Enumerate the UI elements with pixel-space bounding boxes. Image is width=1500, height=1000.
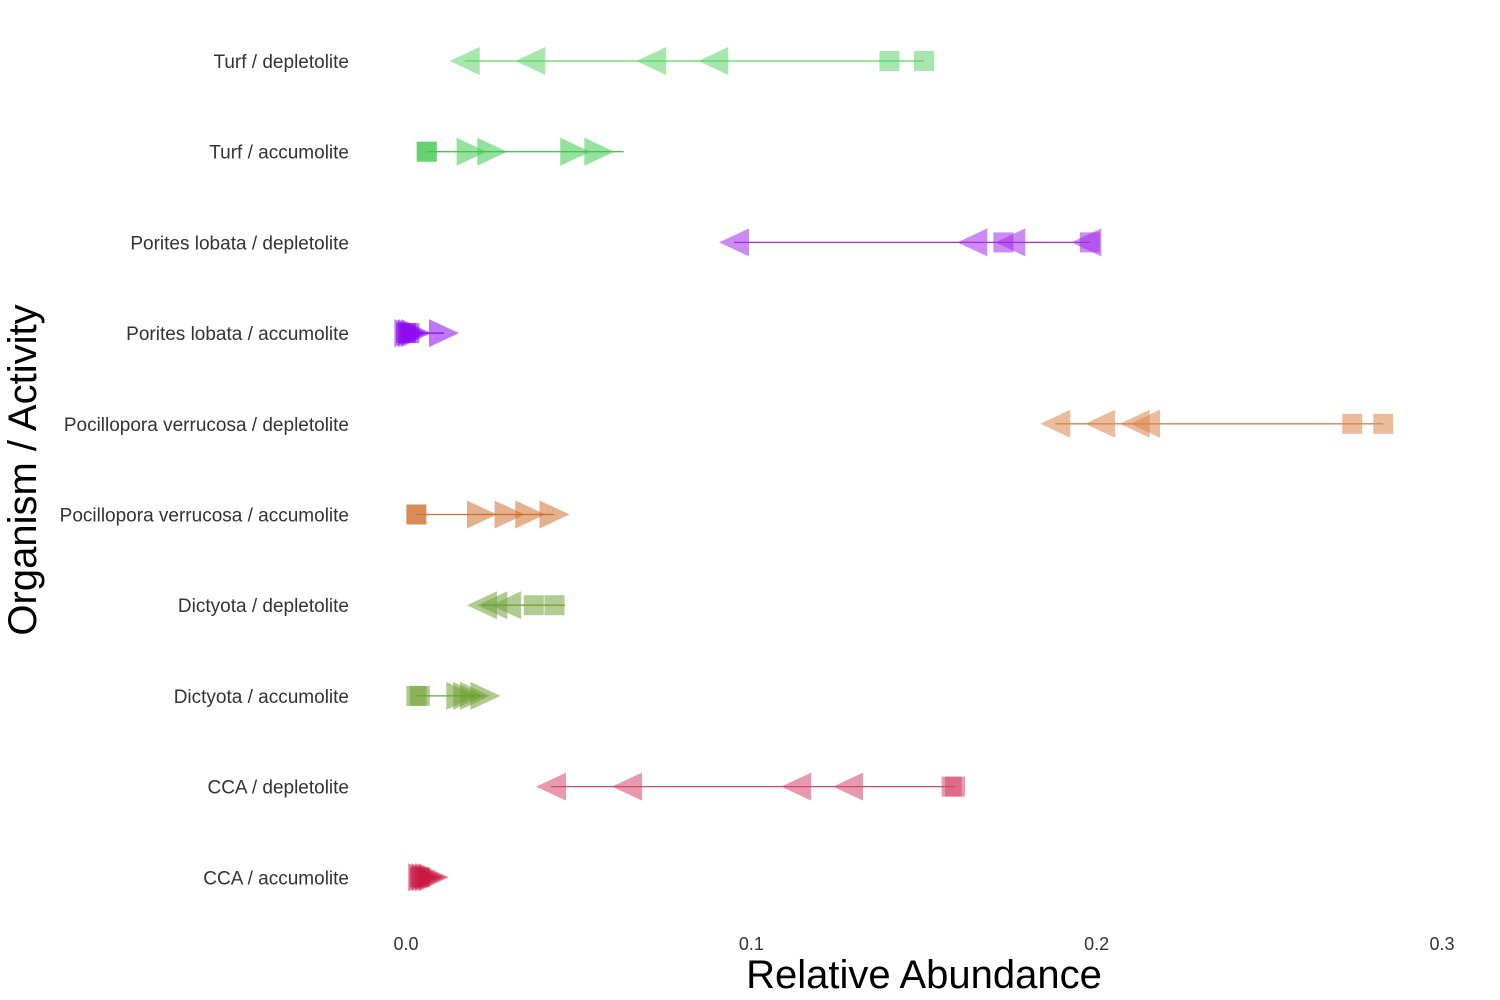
x-tick-labels: 0.0 0.1 0.2 0.3 <box>393 934 1454 954</box>
triangle-right-point <box>494 500 525 529</box>
y-axis-title: Organism / Activity <box>1 304 45 635</box>
triangle-left-point <box>515 47 546 75</box>
category-label: CCA / accumolite <box>203 868 349 889</box>
triangle-right-point <box>477 137 508 166</box>
row <box>406 500 570 529</box>
square-point <box>914 51 934 71</box>
triangle-right-point <box>560 137 591 166</box>
triangle-right-point <box>470 681 501 710</box>
triangle-left-point <box>449 47 480 75</box>
triangle-left-point <box>636 47 667 75</box>
triangle-right-point <box>539 500 570 529</box>
triangle-right-point <box>456 137 487 166</box>
row <box>719 228 1102 257</box>
category-label: Porites lobata / accumolite <box>126 324 349 345</box>
row <box>416 137 624 166</box>
category-labels: Turf / depletolite Turf / accumolite Porit… <box>60 52 349 889</box>
triangle-right-point <box>401 319 432 348</box>
x-axis-title: Relative Abundance <box>746 953 1102 997</box>
category-label: Pocillopora verrucosa / accumolite <box>60 506 349 527</box>
triangle-left-point <box>833 772 864 801</box>
square-point <box>879 51 900 71</box>
square-point <box>406 504 427 525</box>
category-label: Turf / accumolite <box>209 143 349 164</box>
triangle-right-point <box>428 319 459 348</box>
square-point <box>1342 413 1363 434</box>
x-tick-label: 0.2 <box>1084 934 1109 954</box>
triangle-left-point <box>612 772 643 801</box>
triangle-left-point <box>781 772 812 801</box>
triangle-right-point <box>584 137 615 166</box>
square-point <box>544 595 565 616</box>
x-tick-label: 0.1 <box>739 934 764 954</box>
row <box>406 681 501 710</box>
square-point <box>523 595 544 616</box>
triangle-right-point <box>418 863 449 892</box>
square-point <box>945 776 966 797</box>
triangle-right-point <box>466 500 497 529</box>
square-point <box>409 685 430 706</box>
category-label: CCA / depletolite <box>207 778 349 799</box>
category-label: Porites lobata / depletolite <box>130 233 349 254</box>
triangle-left-point <box>1130 409 1161 438</box>
triangle-left-point <box>1040 409 1071 438</box>
triangle-left-point <box>536 772 567 801</box>
row <box>449 47 934 75</box>
triangle-left-point <box>698 47 729 75</box>
triangle-left-point <box>957 228 988 257</box>
square-point <box>416 141 437 162</box>
triangle-left-point <box>491 591 522 620</box>
square-point <box>1079 232 1100 253</box>
row <box>1040 409 1394 438</box>
row <box>394 319 459 348</box>
row <box>536 772 966 801</box>
category-label: Dictyota / accumolite <box>174 687 349 708</box>
category-label: Turf / depletolite <box>213 52 349 73</box>
category-label: Dictyota / depletolite <box>178 596 349 617</box>
category-label: Pocillopora verrucosa / depletolite <box>64 415 349 436</box>
x-tick-label: 0.0 <box>393 934 418 954</box>
row <box>408 863 449 892</box>
triangle-left-point <box>995 228 1026 257</box>
data-rows <box>394 47 1394 892</box>
triangle-right-point <box>515 500 546 529</box>
triangle-left-point <box>1085 409 1116 438</box>
row <box>466 591 565 620</box>
square-point <box>1373 413 1394 434</box>
triangle-left-point <box>719 228 750 257</box>
x-tick-label: 0.3 <box>1429 934 1454 954</box>
